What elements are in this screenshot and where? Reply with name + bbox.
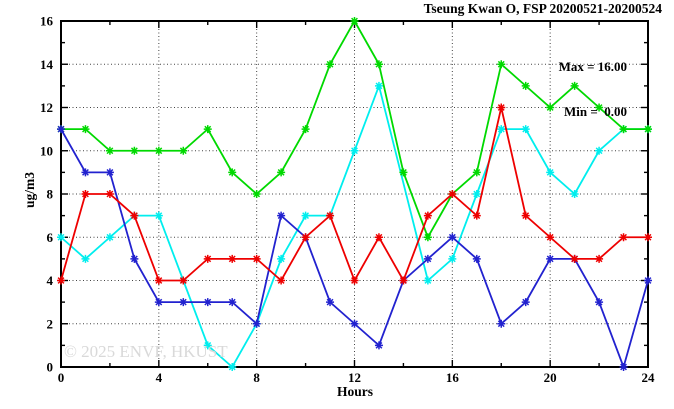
svg-text:12: 12 <box>40 100 53 115</box>
svg-text:4: 4 <box>47 273 54 288</box>
svg-text:8: 8 <box>47 187 54 202</box>
svg-text:10: 10 <box>40 143 53 158</box>
svg-text:8: 8 <box>253 370 260 385</box>
svg-text:20: 20 <box>544 370 557 385</box>
svg-text:16: 16 <box>40 14 54 29</box>
svg-text:6: 6 <box>47 230 54 245</box>
red-series-markers <box>57 103 652 285</box>
svg-text:14: 14 <box>40 57 54 72</box>
annotation-box: Max = 16.00 Min = 0.00 <box>559 29 627 149</box>
svg-text:0: 0 <box>47 360 54 375</box>
svg-text:0: 0 <box>58 370 65 385</box>
svg-text:4: 4 <box>156 370 163 385</box>
svg-text:2: 2 <box>47 316 54 331</box>
cyan-series-line <box>60 82 648 369</box>
svg-text:16: 16 <box>446 370 460 385</box>
y-axis-label: ug/m3 <box>22 171 37 209</box>
annotation-min: Min = 0.00 <box>563 104 627 119</box>
svg-text:12: 12 <box>348 370 361 385</box>
annotation-max: Max = 16.00 <box>558 59 627 74</box>
svg-text:24: 24 <box>642 370 656 385</box>
x-axis-label: Hours <box>336 384 374 399</box>
blue-series-line <box>60 128 649 370</box>
chart-title: Tseung Kwan O, FSP 20200521-20200524 <box>423 1 662 16</box>
watermark: © 2025 ENVF, HKUST <box>64 342 228 361</box>
red-series <box>57 103 652 285</box>
